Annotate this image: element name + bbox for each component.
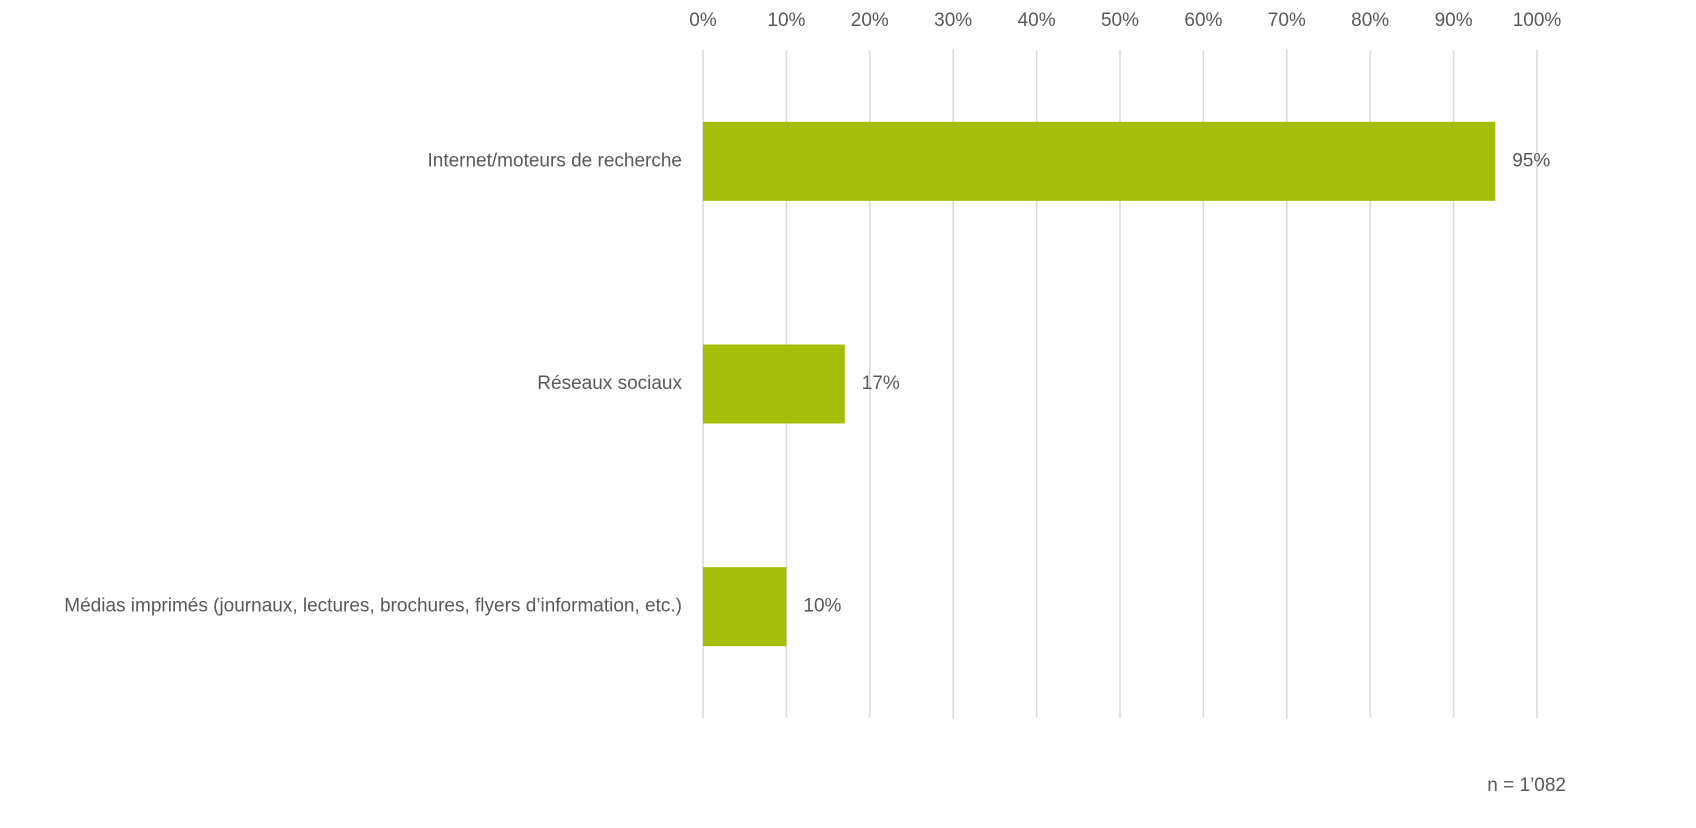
bar: [703, 121, 1496, 201]
data-label: 17%: [862, 373, 900, 394]
x-tick-label: 10%: [767, 10, 805, 31]
x-tick-label: 50%: [1101, 10, 1139, 31]
bar: [703, 344, 845, 424]
x-tick-label: 20%: [851, 10, 889, 31]
x-tick-label: 80%: [1351, 10, 1389, 31]
x-tick-label: 0%: [689, 10, 717, 31]
x-tick-label: 30%: [934, 10, 972, 31]
x-tick-label: 70%: [1268, 10, 1306, 31]
x-tick-label: 60%: [1184, 10, 1222, 31]
data-label: 10%: [803, 596, 841, 617]
y-tick-label: Internet/moteurs de recherche: [427, 150, 682, 171]
y-tick-label: Médias imprimés (journaux, lectures, bro…: [64, 596, 682, 617]
x-tick-label: 100%: [1513, 10, 1562, 31]
annotation: n = 1’082: [1487, 775, 1566, 796]
x-tick-label: 90%: [1435, 10, 1473, 31]
y-tick-label: Réseaux sociaux: [537, 373, 682, 394]
bar: [703, 567, 787, 647]
x-tick-label: 40%: [1018, 10, 1056, 31]
data-label: 95%: [1512, 150, 1550, 171]
